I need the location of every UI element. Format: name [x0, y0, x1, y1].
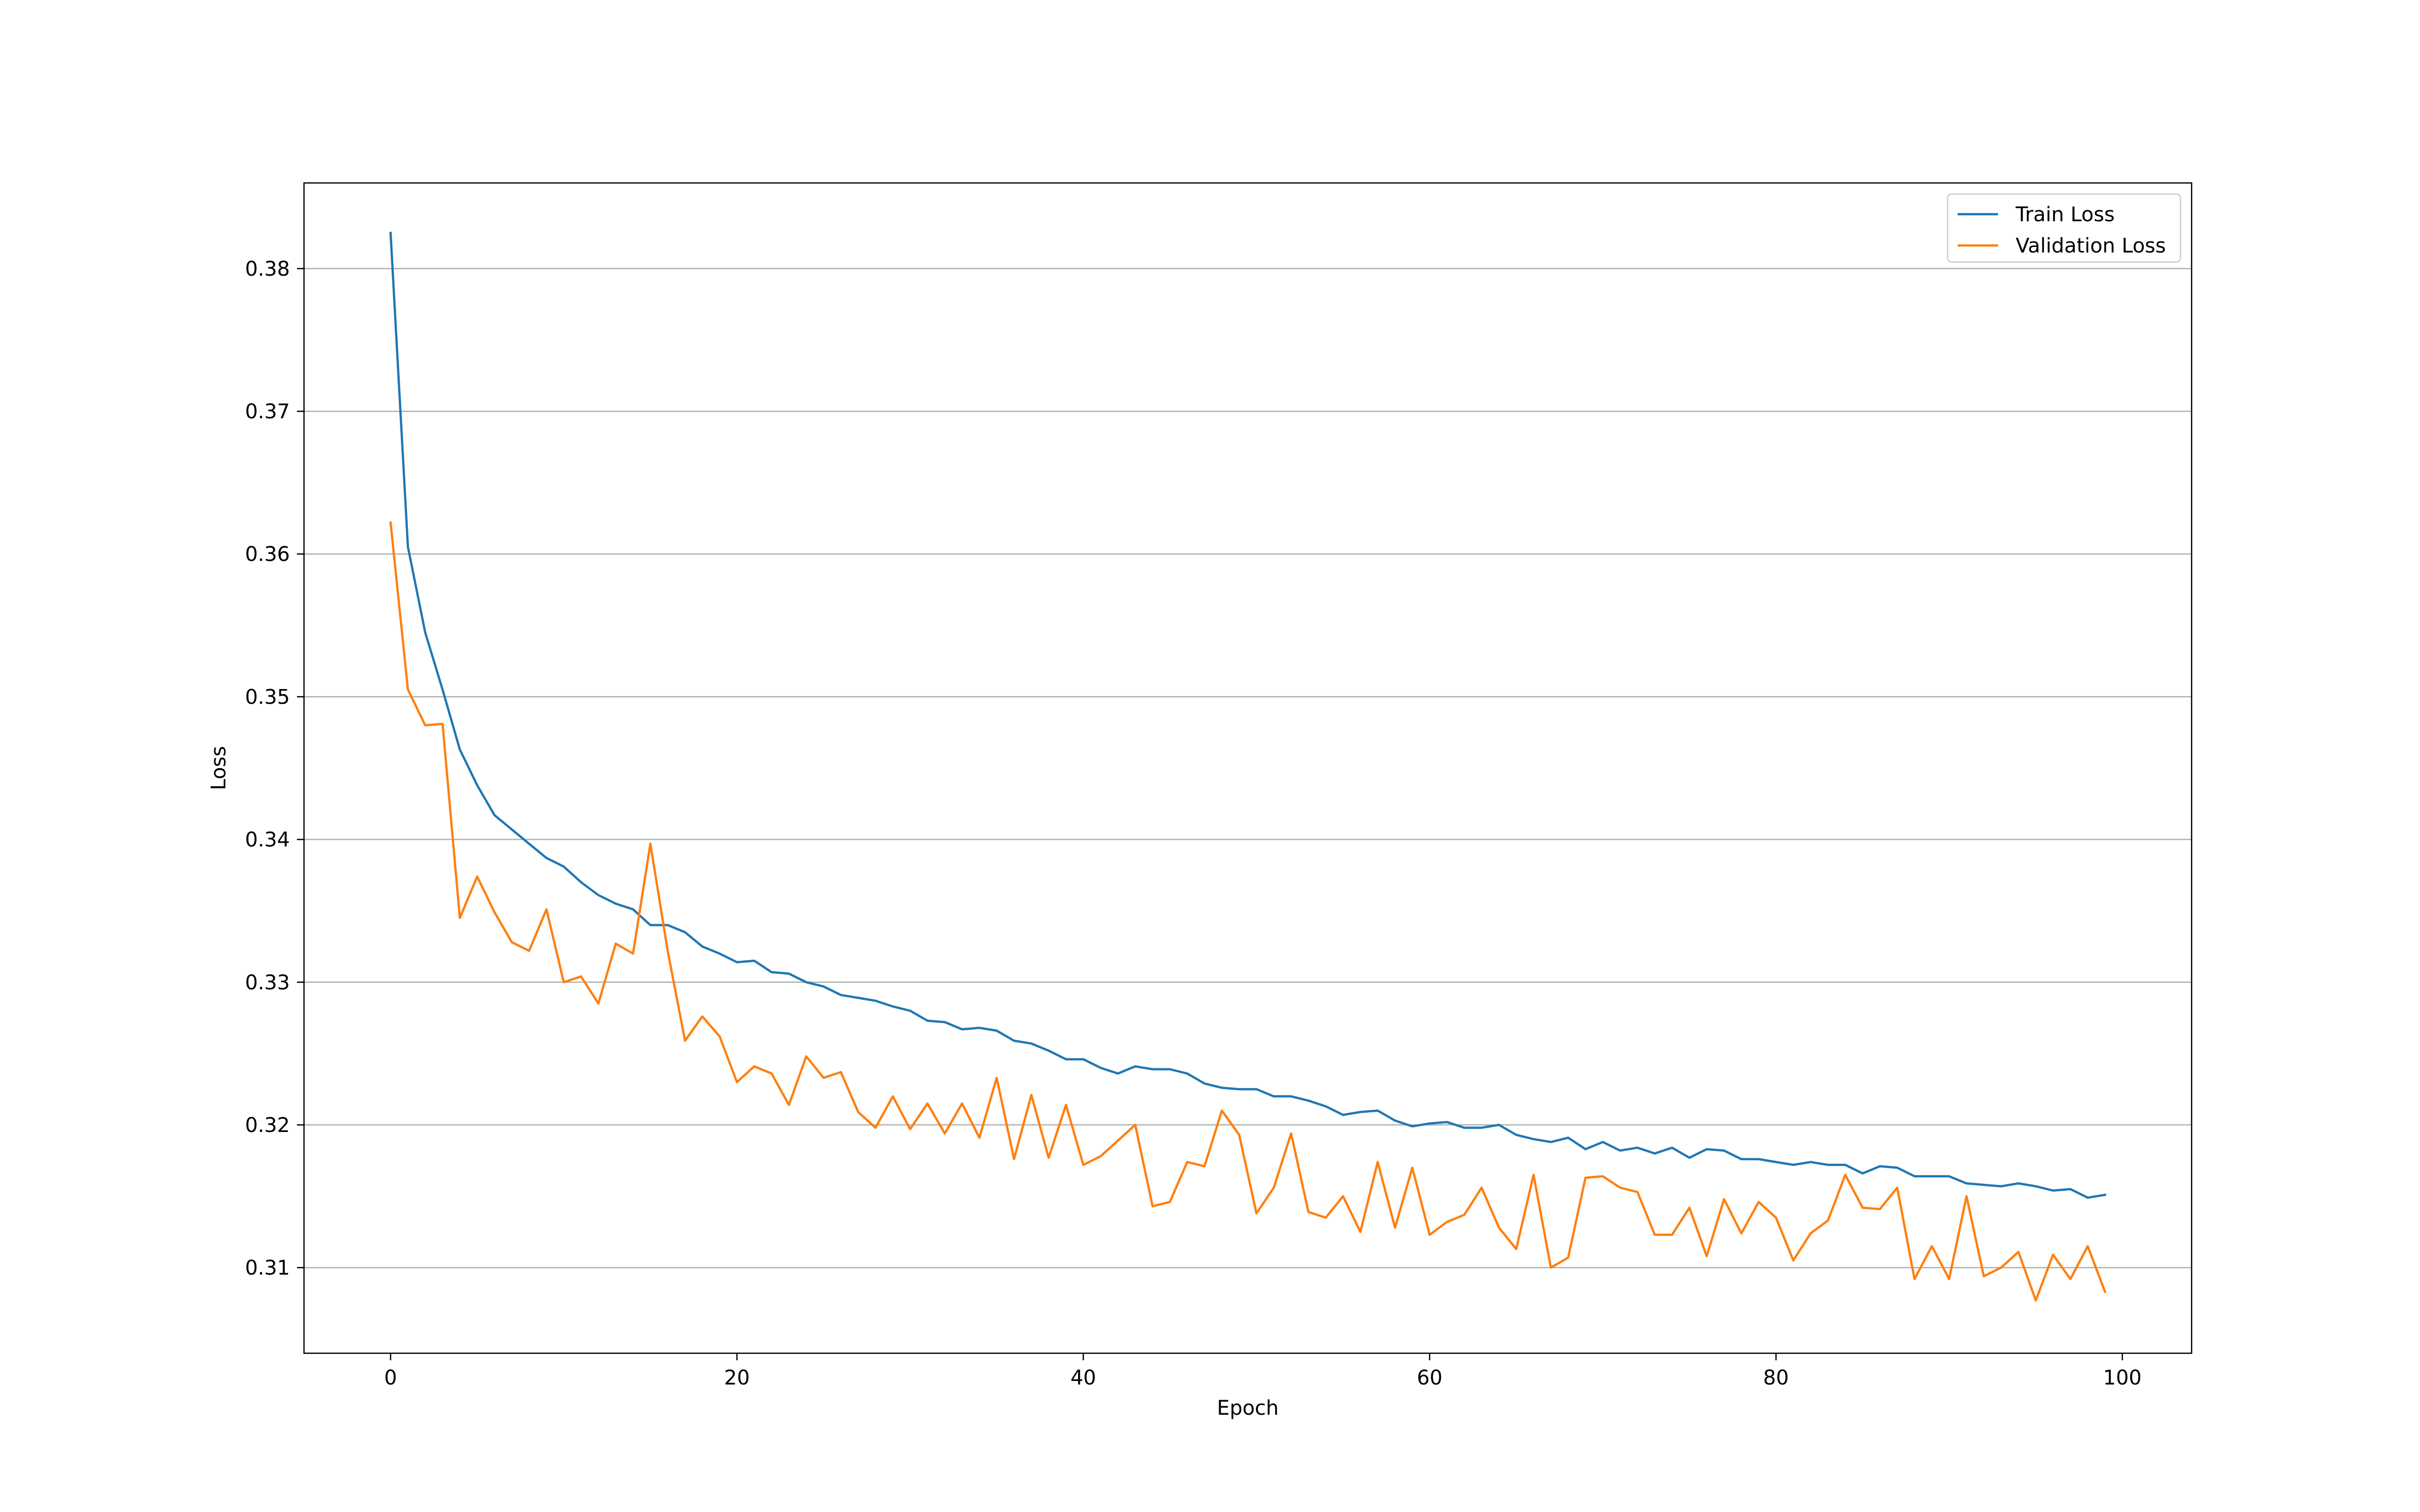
y-tick-label: 0.34 — [245, 829, 290, 852]
y-axis-label: Loss — [207, 746, 230, 790]
x-tick-label: 0 — [384, 1366, 397, 1390]
y-tick-label: 0.38 — [245, 258, 290, 281]
x-axis-label: Epoch — [1217, 1397, 1279, 1420]
x-tick-label: 40 — [1070, 1366, 1096, 1390]
legend-label: Validation Loss — [2016, 234, 2166, 258]
series-lines — [389, 231, 2107, 1302]
y-gridlines — [304, 268, 2192, 1269]
y-tick-label: 0.32 — [245, 1114, 290, 1137]
y-tick-label: 0.31 — [245, 1256, 290, 1280]
series-line-validation-loss — [389, 521, 2107, 1302]
legend-label: Train Loss — [2015, 203, 2114, 226]
x-tick-label: 80 — [1763, 1366, 1789, 1390]
x-tick-label: 20 — [724, 1366, 750, 1390]
x-tick-label: 100 — [2103, 1366, 2141, 1390]
legend-box — [1947, 193, 2182, 263]
series-line-train-loss — [389, 231, 2106, 1199]
plot-frame — [303, 182, 2193, 1354]
y-tick-label: 0.36 — [245, 543, 290, 566]
legend: Train Loss Validation Loss — [1947, 193, 2182, 263]
x-axis-ticks: 0 20 40 60 80 100 — [384, 1353, 2142, 1390]
y-tick-label: 0.37 — [245, 400, 290, 423]
y-axis-ticks: 0.31 0.32 0.33 0.34 0.35 0.36 0.37 0.38 — [245, 258, 304, 1280]
y-tick-label: 0.33 — [245, 971, 290, 994]
x-tick-label: 60 — [1417, 1366, 1442, 1390]
y-tick-label: 0.35 — [245, 685, 290, 709]
